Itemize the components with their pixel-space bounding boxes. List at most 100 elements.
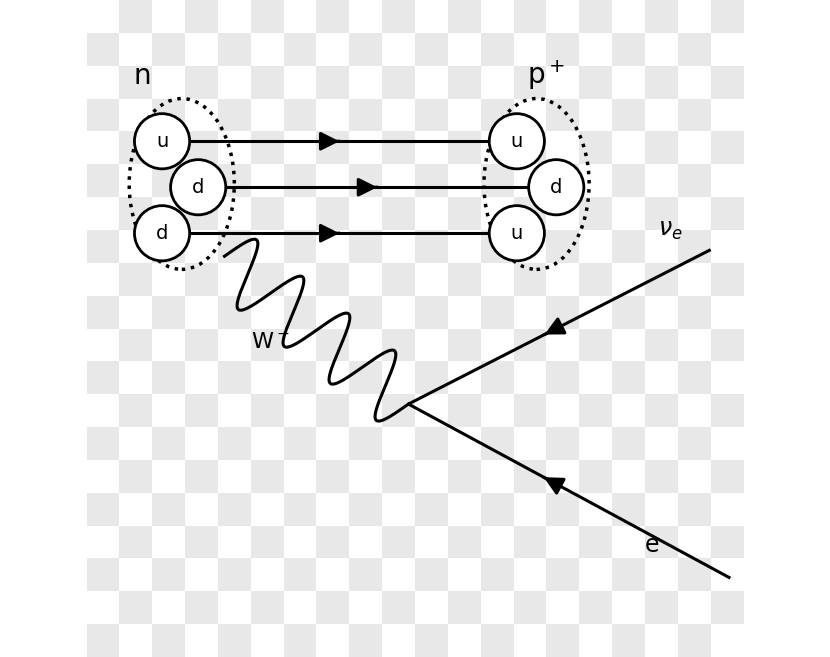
Bar <box>284 131 316 164</box>
Bar <box>120 394 152 427</box>
Bar <box>316 493 349 526</box>
Bar <box>316 460 349 493</box>
Bar <box>645 197 678 230</box>
Bar <box>645 131 678 164</box>
Bar <box>744 296 776 328</box>
Bar <box>678 164 710 197</box>
Bar <box>776 230 809 263</box>
Bar <box>448 0 481 33</box>
Bar <box>448 33 481 66</box>
Bar <box>382 263 415 296</box>
Bar <box>86 493 120 526</box>
Bar <box>744 230 776 263</box>
Bar <box>579 99 612 131</box>
Bar <box>579 0 612 33</box>
Bar <box>120 197 152 230</box>
Bar <box>744 328 776 361</box>
Bar <box>776 624 809 657</box>
Bar <box>448 427 481 460</box>
Bar <box>514 230 546 263</box>
Text: u: u <box>156 132 168 150</box>
Bar <box>316 328 349 361</box>
Bar <box>678 66 710 99</box>
Bar <box>120 493 152 526</box>
Bar <box>514 197 546 230</box>
Bar <box>120 33 152 66</box>
Bar <box>349 230 382 263</box>
Bar <box>612 230 645 263</box>
Bar <box>744 197 776 230</box>
Bar <box>316 131 349 164</box>
Bar <box>185 394 218 427</box>
Bar <box>612 427 645 460</box>
Bar <box>546 164 579 197</box>
Bar <box>316 263 349 296</box>
Bar <box>382 460 415 493</box>
Bar <box>776 591 809 624</box>
Bar <box>382 164 415 197</box>
Bar <box>678 197 710 230</box>
Bar <box>776 197 809 230</box>
Bar <box>86 296 120 328</box>
Bar <box>645 296 678 328</box>
Bar <box>152 624 185 657</box>
Bar <box>415 328 448 361</box>
Bar <box>744 33 776 66</box>
Bar <box>448 230 481 263</box>
Circle shape <box>489 114 544 169</box>
Bar <box>185 460 218 493</box>
Bar <box>284 197 316 230</box>
Bar <box>776 263 809 296</box>
Bar <box>710 164 744 197</box>
Bar <box>678 296 710 328</box>
Bar <box>710 66 744 99</box>
Bar <box>678 131 710 164</box>
Bar <box>448 558 481 591</box>
Bar <box>710 361 744 394</box>
Bar <box>218 460 251 493</box>
Bar <box>349 99 382 131</box>
Bar <box>415 99 448 131</box>
Bar <box>546 591 579 624</box>
Bar <box>546 328 579 361</box>
Bar <box>415 33 448 66</box>
Bar <box>579 296 612 328</box>
Bar <box>710 197 744 230</box>
Bar <box>612 66 645 99</box>
Bar <box>579 328 612 361</box>
Bar <box>251 526 284 558</box>
Bar <box>251 296 284 328</box>
Bar <box>382 361 415 394</box>
Bar <box>86 33 120 66</box>
Bar <box>218 66 251 99</box>
Bar <box>251 624 284 657</box>
Bar <box>645 493 678 526</box>
Bar <box>710 263 744 296</box>
Bar <box>185 296 218 328</box>
Bar <box>448 296 481 328</box>
Bar <box>86 361 120 394</box>
Bar <box>579 131 612 164</box>
Bar <box>218 328 251 361</box>
Bar <box>645 66 678 99</box>
Bar <box>481 296 514 328</box>
Bar <box>744 493 776 526</box>
Bar <box>678 493 710 526</box>
Bar <box>514 99 546 131</box>
Bar <box>382 526 415 558</box>
Bar <box>744 460 776 493</box>
Bar <box>744 263 776 296</box>
Bar <box>152 460 185 493</box>
Bar <box>86 460 120 493</box>
Bar <box>152 493 185 526</box>
Bar <box>284 66 316 99</box>
Bar <box>251 263 284 296</box>
Bar <box>284 164 316 197</box>
Bar <box>185 33 218 66</box>
Bar <box>382 0 415 33</box>
Bar <box>185 99 218 131</box>
Bar <box>382 624 415 657</box>
Bar <box>645 526 678 558</box>
Bar <box>251 493 284 526</box>
Bar <box>284 526 316 558</box>
